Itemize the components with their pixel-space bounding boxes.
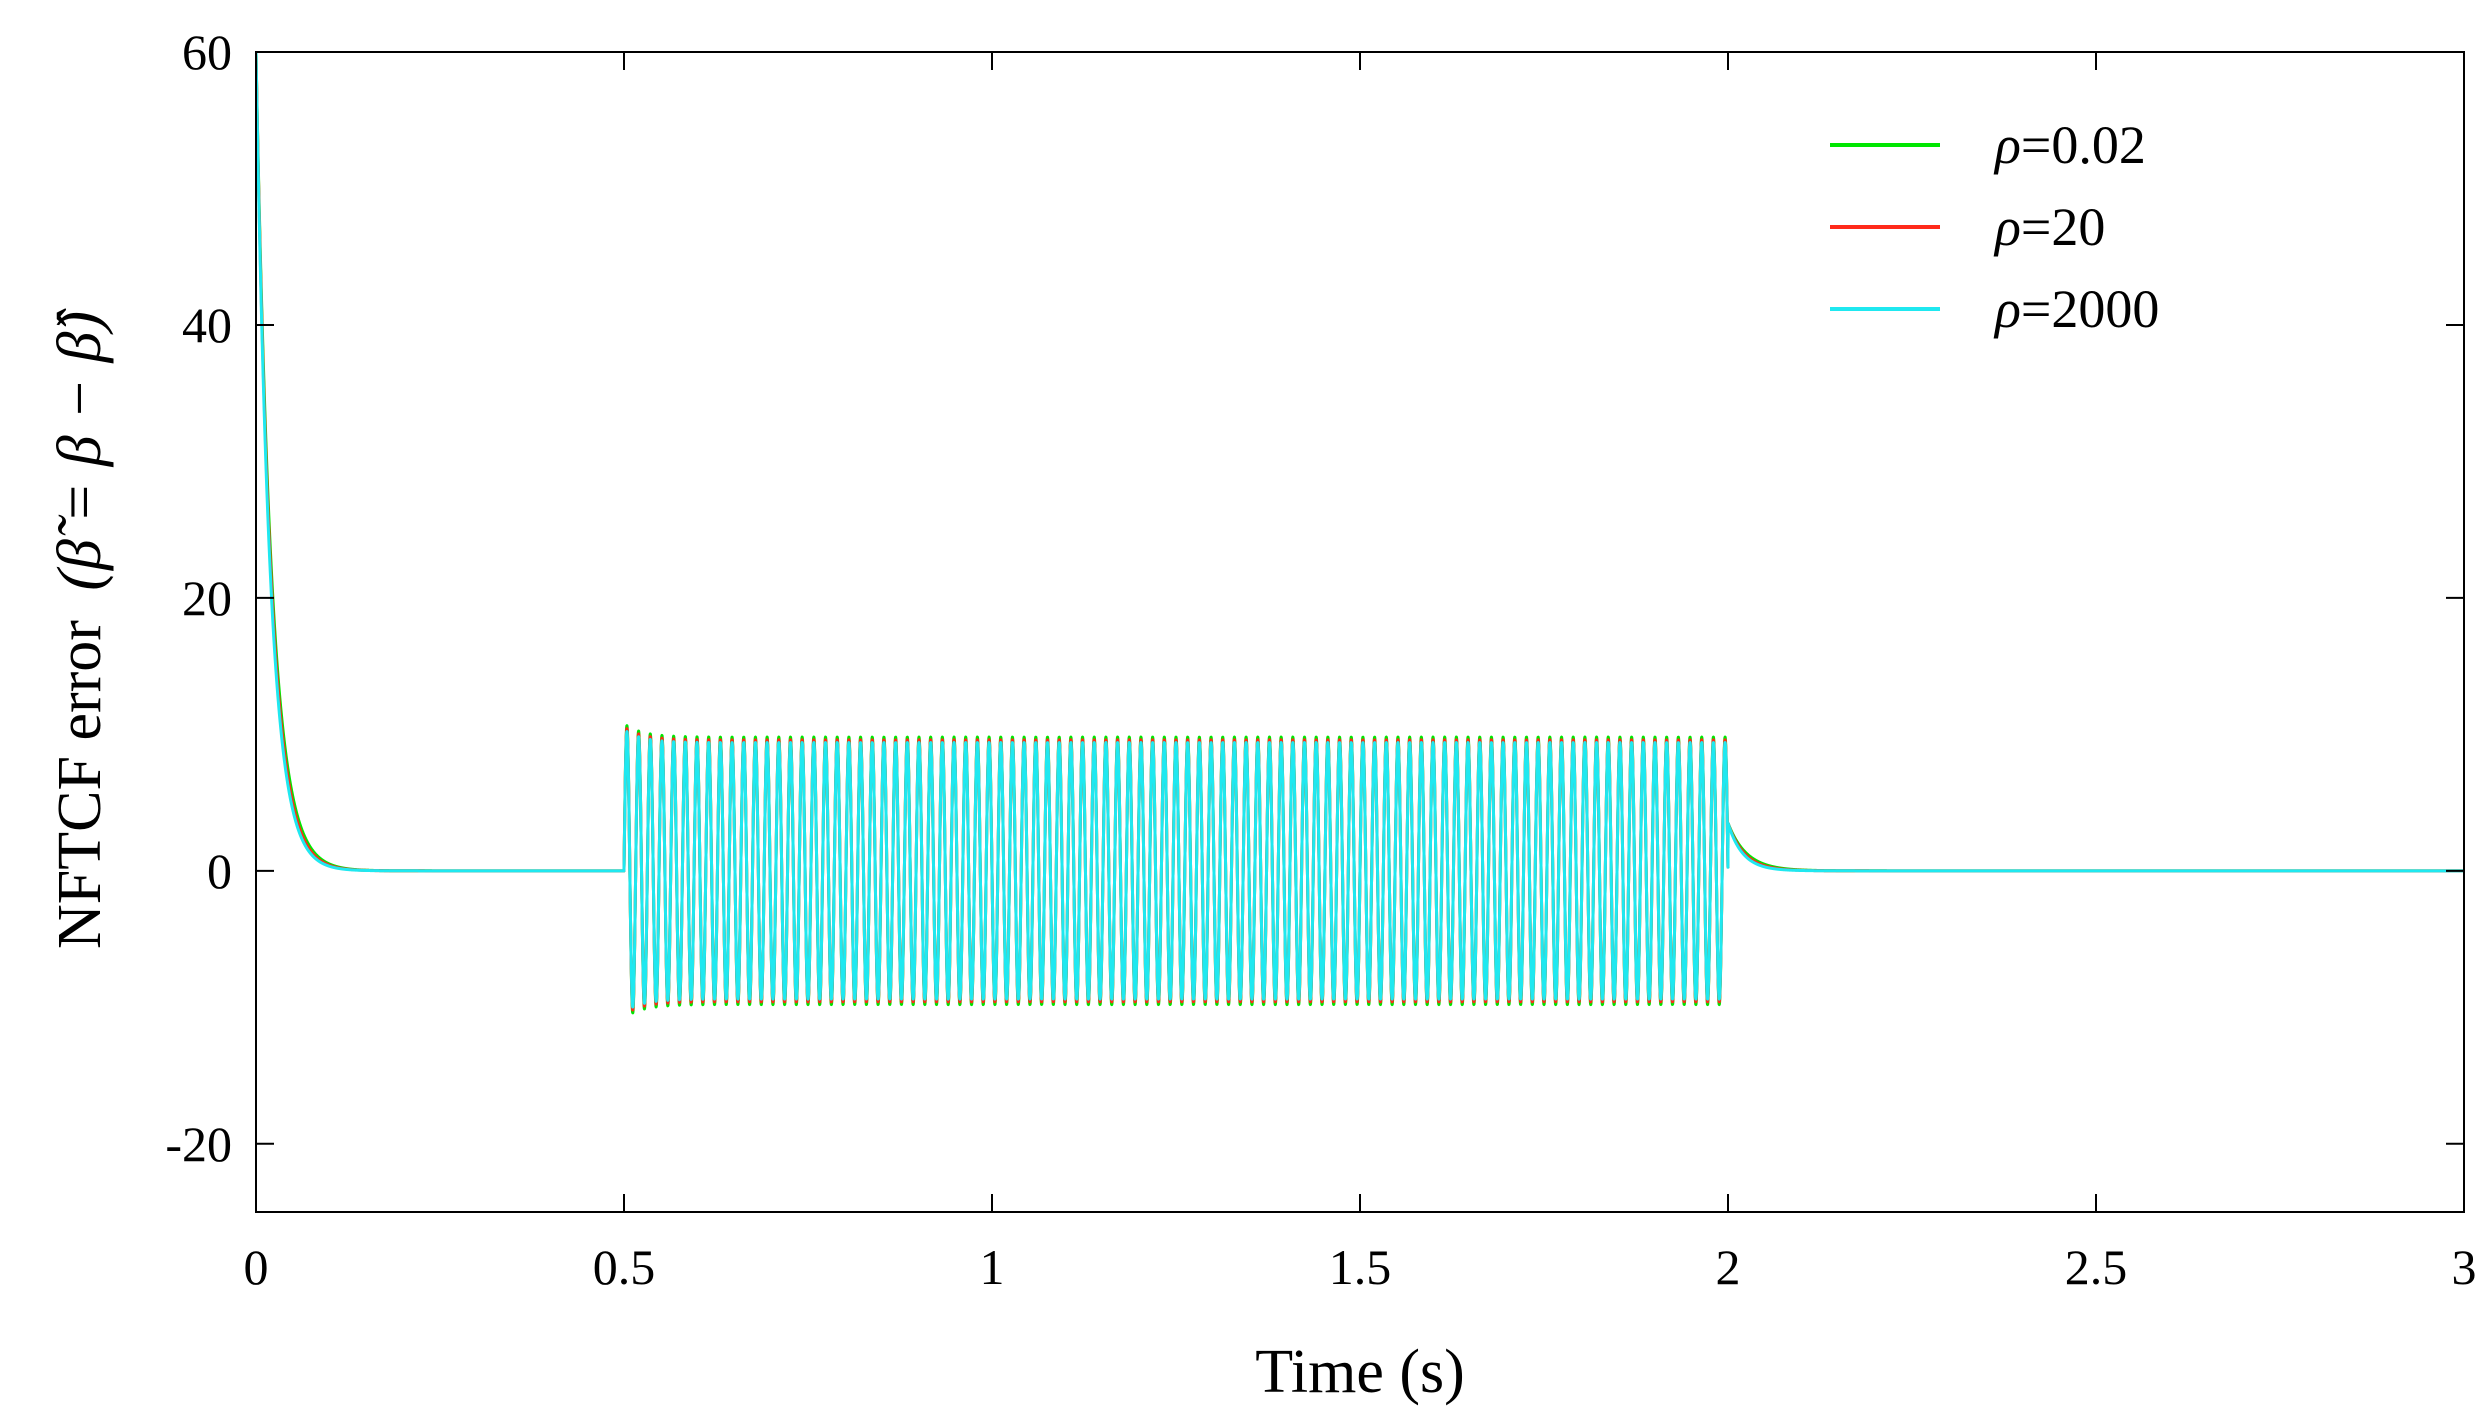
x-tick-label: 0 <box>244 1239 269 1295</box>
y-axis-formula: (β̃ = β − β̂) <box>46 308 114 591</box>
plot-frame <box>255 51 2465 1213</box>
x-tick-label: 2.5 <box>2065 1239 2128 1295</box>
x-axis-title: Time (s) <box>1255 1338 1465 1406</box>
legend-label-1: ρ=20 <box>1993 197 2105 257</box>
x-tick-label: 1 <box>980 1239 1005 1295</box>
y-axis: -20 0 20 40 60 <box>165 24 2464 1172</box>
x-tick-label: 3 <box>2452 1239 2477 1295</box>
legend: ρ=0.02 ρ=20 ρ=2000 <box>1830 115 2159 339</box>
x-axis: 0 0.5 1 1.5 2 2.5 3 <box>244 52 2477 1295</box>
legend-label-2: ρ=2000 <box>1993 279 2159 339</box>
y-tick-label: 20 <box>182 570 232 626</box>
x-tick-label: 0.5 <box>593 1239 656 1295</box>
y-tick-label: 0 <box>207 843 232 899</box>
x-tick-label: 2 <box>1716 1239 1741 1295</box>
y-tick-label: 60 <box>182 24 232 80</box>
legend-label-0: ρ=0.02 <box>1993 115 2146 175</box>
series-line-2 <box>256 52 2464 1009</box>
series-layer <box>256 52 2464 1015</box>
y-axis-title-group: NFTCF error (β̃ = β − β̂) <box>46 308 114 949</box>
y-axis-title: NFTCF error <box>46 620 114 949</box>
x-tick-label: 1.5 <box>1329 1239 1392 1295</box>
y-tick-label: -20 <box>165 1116 232 1172</box>
y-tick-label: 40 <box>182 297 232 353</box>
svg-text:NFTCF error (β̃ = β − β̂: NFTCF error (β̃ = β − β̂) <box>46 308 114 949</box>
